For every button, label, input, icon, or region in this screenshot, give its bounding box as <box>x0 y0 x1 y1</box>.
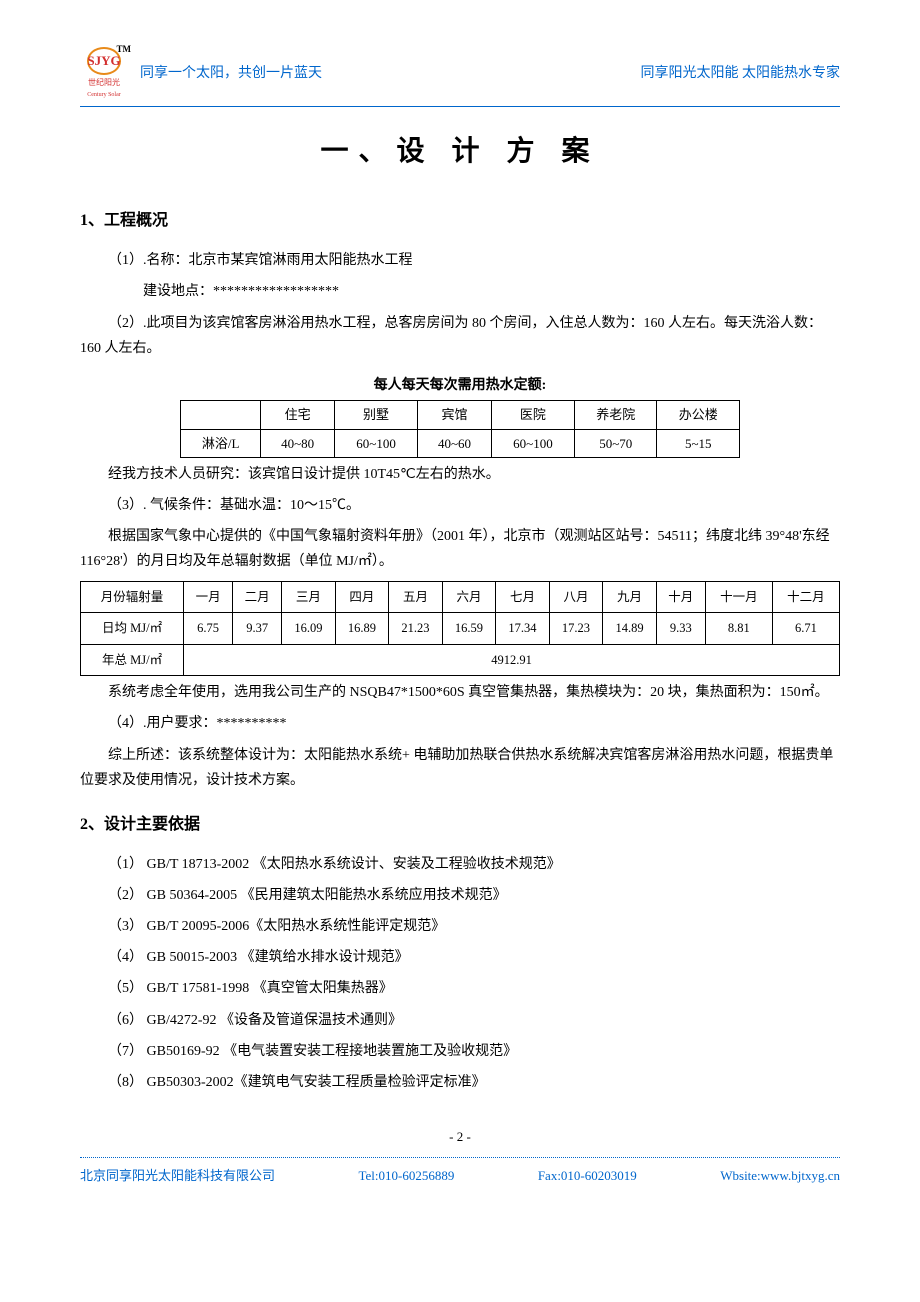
td: 14.89 <box>603 613 657 645</box>
list-item: （2） GB 50364-2005 《民用建筑太阳能热水系统应用技术规范》 <box>108 883 840 908</box>
radiation-table: 月份辐射量 一月 二月 三月 四月 五月 六月 七月 八月 九月 十月 十一月 … <box>80 581 840 677</box>
td: 6.75 <box>184 613 233 645</box>
td: 十月 <box>656 581 705 613</box>
section1-p3: 经我方技术人员研究：该宾馆日设计提供 10T45℃左右的热水。 <box>80 462 840 487</box>
td: 9.37 <box>233 613 282 645</box>
table-row: 月份辐射量 一月 二月 三月 四月 五月 六月 七月 八月 九月 十月 十一月 … <box>81 581 840 613</box>
td: 50~70 <box>575 429 657 457</box>
slogan-right: 同享阳光太阳能 太阳能热水专家 <box>641 61 841 86</box>
list-item: （4） GB 50015-2003 《建筑给水排水设计规范》 <box>108 945 840 970</box>
table-row: 年总 MJ/㎡ 4912.91 <box>81 644 840 676</box>
section1-p8: 综上所述：该系统整体设计为：太阳能热水系统+ 电辅助加热联合供热水系统解决宾馆客… <box>80 743 840 793</box>
th <box>181 401 261 429</box>
table-row: 淋浴/L 40~80 60~100 40~60 60~100 50~70 5~1… <box>181 429 740 457</box>
page-title: 一、设 计 方 案 <box>80 127 840 177</box>
td: 淋浴/L <box>181 429 261 457</box>
td: 16.59 <box>442 613 496 645</box>
section1-p6: 系统考虑全年使用，选用我公司生产的 NSQB47*1500*60S 真空管集热器… <box>80 680 840 705</box>
td: 21.23 <box>389 613 443 645</box>
td: 8.81 <box>705 613 772 645</box>
footer-website: Wbsite:www.bjtxyg.cn <box>720 1164 840 1187</box>
logo-circle-icon: SJYG TM <box>87 47 121 74</box>
td: 40~80 <box>261 429 335 457</box>
section2-heading: 2、设计主要依据 <box>80 811 840 840</box>
footer-divider <box>80 1157 840 1158</box>
logo-text-cn: 世纪阳光 <box>88 76 120 90</box>
td: 五月 <box>389 581 443 613</box>
table1-caption: 每人每天每次需用热水定额: <box>80 373 840 398</box>
th: 医院 <box>491 401 574 429</box>
logo: SJYG TM 世纪阳光 Century Solar <box>80 50 128 98</box>
list-item: （7） GB50169-92 《电气装置安装工程接地装置施工及验收规范》 <box>108 1039 840 1064</box>
section1-p1: （1）.名称：北京市某宾馆淋雨用太阳能热水工程 <box>80 248 840 273</box>
section1-p2: （2）.此项目为该宾馆客房淋浴用热水工程，总客房房间为 80 个房间，入住总人数… <box>80 311 840 361</box>
page-number: - 2 - <box>80 1125 840 1148</box>
td: 月份辐射量 <box>81 581 184 613</box>
td: 六月 <box>442 581 496 613</box>
page-footer: 北京同享阳光太阳能科技有限公司 Tel:010-60256889 Fax:010… <box>80 1164 840 1187</box>
list-item: （8） GB50303-2002《建筑电气安装工程质量检验评定标准》 <box>108 1070 840 1095</box>
logo-text-en: Century Solar <box>87 90 121 101</box>
table-row: 住宅 别墅 宾馆 医院 养老院 办公楼 <box>181 401 740 429</box>
td: 9.33 <box>656 613 705 645</box>
td: 二月 <box>233 581 282 613</box>
page-header: SJYG TM 世纪阳光 Century Solar 同享一个太阳，共创一片蓝天… <box>80 50 840 98</box>
list-item: （1） GB/T 18713-2002 《太阳热水系统设计、安装及工程验收技术规… <box>108 852 840 877</box>
footer-tel: Tel:010-60256889 <box>358 1164 454 1187</box>
th: 养老院 <box>575 401 657 429</box>
section1-p5: 根据国家气象中心提供的《中国气象辐射资料年册》（2001 年），北京市（观测站区… <box>80 524 840 574</box>
td: 七月 <box>496 581 550 613</box>
th: 别墅 <box>334 401 417 429</box>
logo-tm: TM <box>117 41 132 57</box>
list-item: （6） GB/4272-92 《设备及管道保温技术通则》 <box>108 1008 840 1033</box>
td: 四月 <box>335 581 389 613</box>
footer-fax: Fax:010-60203019 <box>538 1164 637 1187</box>
standards-list: （1） GB/T 18713-2002 《太阳热水系统设计、安装及工程验收技术规… <box>108 852 840 1096</box>
list-item: （5） GB/T 17581-1998 《真空管太阳集热器》 <box>108 976 840 1001</box>
td: 60~100 <box>491 429 574 457</box>
td: 九月 <box>603 581 657 613</box>
header-divider <box>80 106 840 107</box>
th: 住宅 <box>261 401 335 429</box>
td: 16.89 <box>335 613 389 645</box>
td: 17.34 <box>496 613 550 645</box>
td: 年总 MJ/㎡ <box>81 644 184 676</box>
td: 17.23 <box>549 613 603 645</box>
td: 5~15 <box>657 429 740 457</box>
th: 办公楼 <box>657 401 740 429</box>
td: 三月 <box>282 581 336 613</box>
td: 16.09 <box>282 613 336 645</box>
td: 6.71 <box>772 613 839 645</box>
footer-company: 北京同享阳光太阳能科技有限公司 <box>80 1164 275 1187</box>
section1-p1-sub: 建设地点：****************** <box>143 279 840 304</box>
header-left: SJYG TM 世纪阳光 Century Solar 同享一个太阳，共创一片蓝天 <box>80 50 322 98</box>
td: 八月 <box>549 581 603 613</box>
th: 宾馆 <box>418 401 492 429</box>
td: 一月 <box>184 581 233 613</box>
td: 十二月 <box>772 581 839 613</box>
section1-heading: 1、工程概况 <box>80 207 840 236</box>
table-row: 日均 MJ/㎡ 6.75 9.37 16.09 16.89 21.23 16.5… <box>81 613 840 645</box>
section1-p7: （4）.用户要求：********** <box>80 711 840 736</box>
slogan-left: 同享一个太阳，共创一片蓝天 <box>140 61 322 86</box>
td: 60~100 <box>334 429 417 457</box>
td: 日均 MJ/㎡ <box>81 613 184 645</box>
section1-p4: （3）. 气候条件：基础水温：10～15℃。 <box>80 493 840 518</box>
td: 40~60 <box>418 429 492 457</box>
td: 十一月 <box>705 581 772 613</box>
list-item: （3） GB/T 20095-2006《太阳热水系统性能评定规范》 <box>108 914 840 939</box>
td-annual: 4912.91 <box>184 644 840 676</box>
quota-table: 住宅 别墅 宾馆 医院 养老院 办公楼 淋浴/L 40~80 60~100 40… <box>180 400 740 458</box>
